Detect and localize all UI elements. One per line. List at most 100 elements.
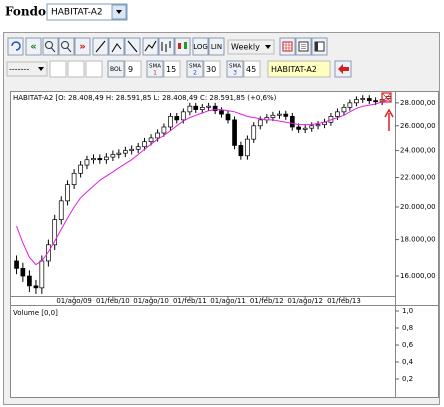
chart-title: HABITAT-A2 [O: 28.408,49 H: 28.591,85 L:… <box>13 94 277 102</box>
candle-body <box>155 132 160 139</box>
bol-value: 9 <box>128 65 133 74</box>
color-box[interactable] <box>49 60 67 78</box>
candle-body <box>116 152 122 155</box>
candle-body <box>135 146 141 150</box>
sma-input[interactable] <box>243 60 261 78</box>
candle-body <box>283 113 289 117</box>
x-tick-label: 01/feb/10 <box>96 297 130 305</box>
candle-body <box>206 105 211 108</box>
y-tick-label: 0,4 <box>402 358 414 366</box>
sma-line <box>16 99 389 266</box>
svg-text:»: » <box>79 42 85 53</box>
candle-body <box>71 172 77 185</box>
sma-button[interactable] <box>226 60 244 78</box>
trend-tool-button[interactable] <box>108 37 125 56</box>
candle-body <box>78 164 83 174</box>
lin-button[interactable] <box>208 37 225 56</box>
candle-body <box>347 102 353 108</box>
style-value: ------- <box>9 65 29 74</box>
candle-body <box>14 260 19 269</box>
y-tick-label: 22.000,00 <box>400 173 436 181</box>
candle-body <box>225 113 231 121</box>
candle-body <box>289 116 295 128</box>
candle-body <box>309 125 315 129</box>
y-tick-label: 16.000,00 <box>400 272 436 280</box>
x-tick-label: 01/ago/11 <box>210 297 246 305</box>
sma-index: 3 <box>233 70 237 77</box>
candle-body <box>52 219 58 246</box>
candle-body <box>20 268 26 277</box>
y-tick-label: 0,2 <box>402 375 413 383</box>
candle-body <box>251 125 257 140</box>
sma-input[interactable] <box>203 60 221 78</box>
sma-button[interactable] <box>146 60 164 78</box>
annotation <box>381 92 394 131</box>
candle-body <box>104 156 109 161</box>
log-label: LOG <box>193 43 208 51</box>
x-tick-label: 01/ago/09 <box>56 297 92 305</box>
x-tick-label: 01/ago/10 <box>133 297 169 305</box>
candle-body <box>97 158 103 161</box>
candle-body <box>212 105 218 112</box>
candle-body <box>277 113 282 116</box>
y-tick-label: 1,0 <box>402 307 413 315</box>
symbol-value: HABITAT-A2 <box>271 65 317 74</box>
candle-body <box>110 154 116 158</box>
candle-body <box>199 106 205 110</box>
forward-button[interactable] <box>74 37 91 56</box>
candle-body <box>219 110 224 115</box>
sma-index: 2 <box>193 70 197 77</box>
candle-body <box>270 114 276 118</box>
toolbar-row-1: « » LOG LIN Weekly <box>7 37 328 56</box>
zoom-out-button[interactable] <box>58 37 75 56</box>
chart-frame <box>10 91 439 398</box>
fondo-value: HABITAT-A2 <box>51 8 103 18</box>
sma-label: SMA <box>189 64 201 70</box>
style-select[interactable]: ------- <box>6 61 48 77</box>
sma-input[interactable] <box>163 60 181 78</box>
sma-button[interactable] <box>186 60 204 78</box>
candle-body <box>65 184 70 202</box>
candle-body <box>180 111 186 121</box>
candle-body <box>39 260 45 289</box>
color-box[interactable] <box>67 60 85 78</box>
x-tick-label: 01/feb/12 <box>250 297 284 305</box>
volume-title: Volume [0,0] <box>13 309 58 317</box>
sma-label: SMA <box>149 64 161 70</box>
candle-body <box>354 99 359 104</box>
period-select[interactable]: Weekly <box>227 39 275 55</box>
x-tick-label: 01/ago/12 <box>287 297 323 305</box>
refresh-button[interactable] <box>7 37 24 56</box>
candle-body <box>174 116 180 121</box>
candle-body <box>46 244 51 262</box>
y-tick-label: 28.000,00 <box>400 99 436 107</box>
y-tick-label: 24.000,00 <box>400 147 436 155</box>
sma-period: 30 <box>206 65 216 74</box>
color-box[interactable] <box>85 60 103 78</box>
candle-body <box>238 145 244 157</box>
candle-body <box>257 119 263 127</box>
bol-input[interactable] <box>124 60 142 78</box>
candle-body <box>341 106 347 113</box>
candle-body <box>245 138 250 157</box>
zoom-in-button[interactable] <box>42 37 59 56</box>
candle-body <box>193 105 199 110</box>
sma-period: 15 <box>166 65 176 74</box>
candle-body <box>122 150 128 154</box>
candle-body <box>187 105 193 113</box>
x-tick-label: 01/feb/11 <box>173 297 207 305</box>
candle-body <box>373 100 378 103</box>
log-button[interactable] <box>192 37 209 56</box>
symbol-input[interactable] <box>267 60 331 78</box>
candle-body <box>91 158 96 161</box>
candle-body <box>296 126 301 130</box>
candle-chart-button[interactable] <box>174 37 191 56</box>
fondo-select[interactable]: HABITAT-A2 <box>46 3 128 21</box>
sma-index: 1 <box>153 70 157 77</box>
bol-button[interactable] <box>107 60 125 78</box>
x-tick-label: 01/feb/13 <box>327 297 361 305</box>
candle-body <box>27 275 32 287</box>
back-button[interactable] <box>25 37 42 56</box>
